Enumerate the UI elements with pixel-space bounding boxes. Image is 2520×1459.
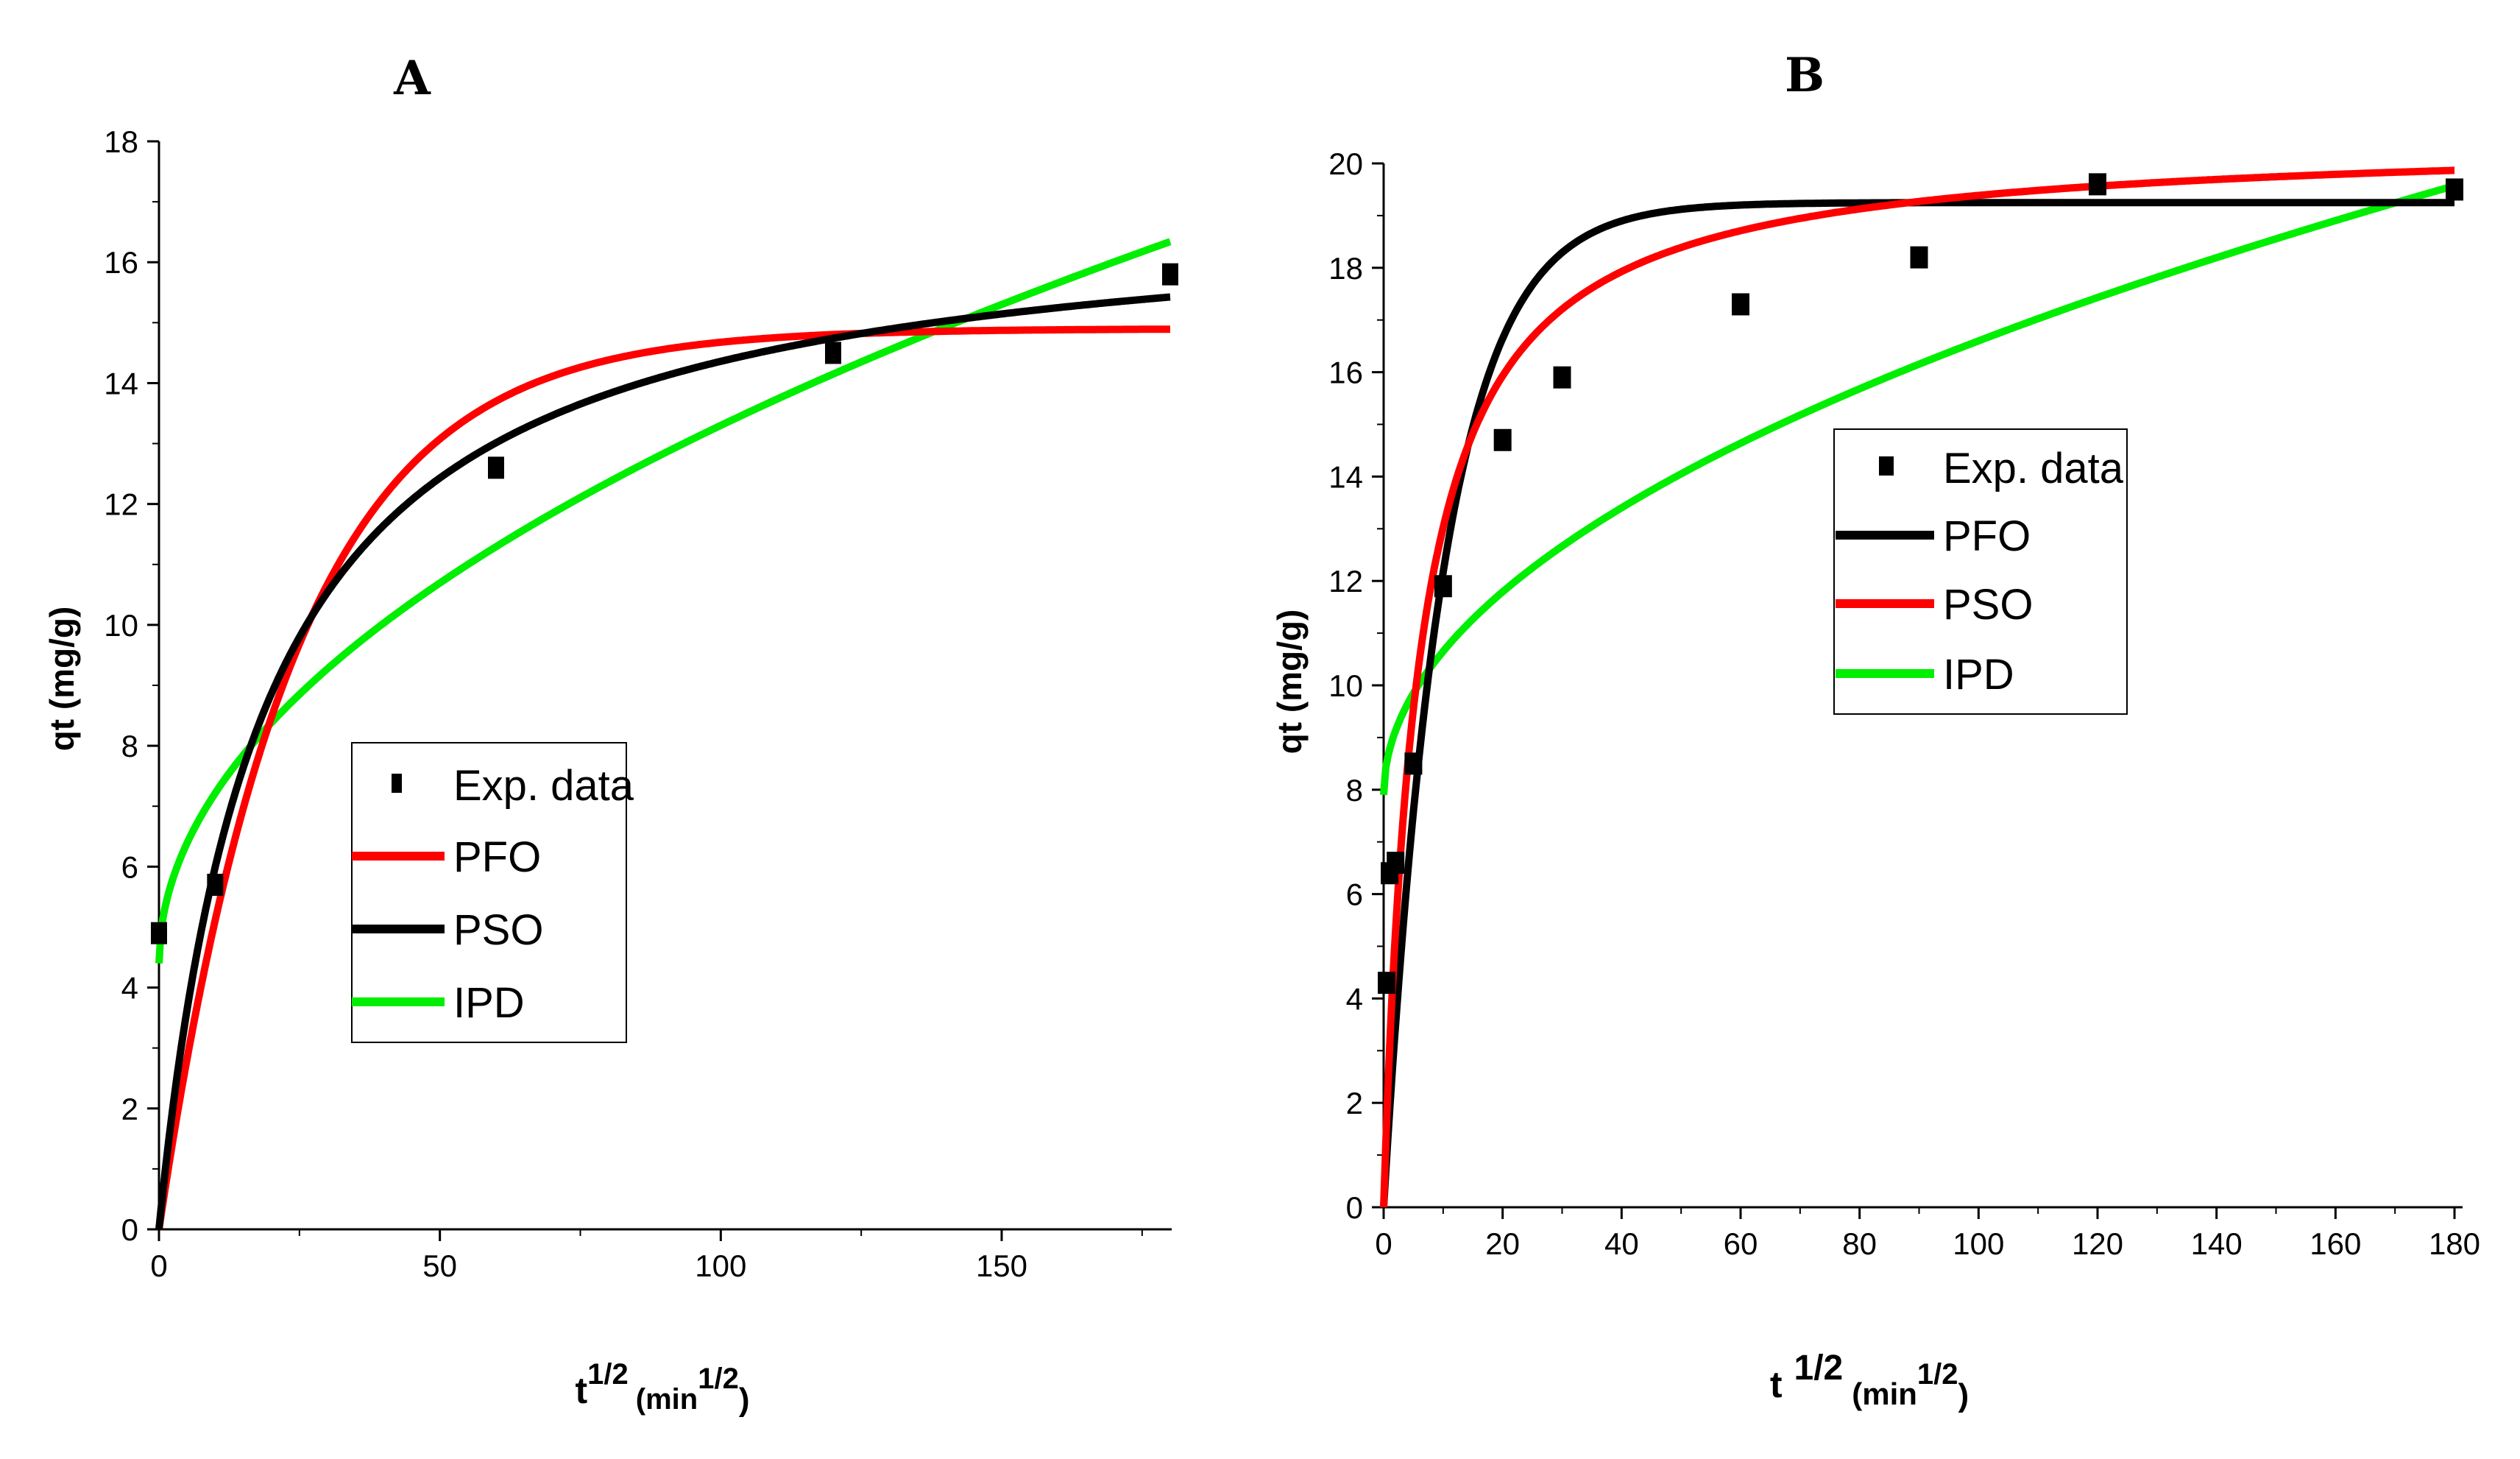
panel-b-y-tick-label: 2 xyxy=(1346,1086,1363,1120)
panel-b-legend-box xyxy=(1833,428,2128,715)
panel-b-exp-point xyxy=(1910,246,1928,269)
panel-a-x-tick-label: 100 xyxy=(695,1248,746,1283)
panel-b-pso-curve xyxy=(1380,166,2457,1208)
panel-b-y-tick-label: 14 xyxy=(1328,459,1363,494)
panel-b-y-axis-label: qt (mg/g) xyxy=(1270,610,1309,755)
panel-b-x-label-unit: (min xyxy=(1852,1377,1917,1411)
panel-b-y-tick-label: 4 xyxy=(1346,981,1363,1016)
panel-a-exp-point xyxy=(825,342,841,364)
panel-a-x-label-unit-exp: 1/2 xyxy=(698,1363,739,1395)
panel-a-exp-point xyxy=(488,456,504,479)
panel-a-y-tick-label: 2 xyxy=(121,1092,138,1126)
panel-b-exp-points xyxy=(1378,173,2463,995)
panel-a-series xyxy=(155,238,1172,1230)
panel-b-x-tick-label: 120 xyxy=(2072,1226,2123,1261)
panel-b-legend: Exp. data PFO PSO IPD xyxy=(1833,428,2128,715)
panel-b-y-tick-label: 6 xyxy=(1346,877,1363,912)
panel-a-x-label-unit-close: ) xyxy=(739,1382,750,1418)
panel-a-legend-pso-label: PSO xyxy=(453,906,544,954)
panel-b-legend-exp-marker xyxy=(1879,456,1894,476)
panel-a-y-tick-label: 18 xyxy=(104,124,138,159)
panel-b-exp-point xyxy=(1434,575,1452,598)
panel-b-exp-point xyxy=(2089,173,2106,196)
panel-b-y-tick-label: 10 xyxy=(1328,668,1363,703)
panel-b-y-tick-label: 16 xyxy=(1328,356,1363,390)
panel-b-x-tick-label: 160 xyxy=(2310,1226,2361,1261)
panel-a-x-tick-label: 0 xyxy=(150,1248,167,1283)
panel-a-y-tick-label: 0 xyxy=(121,1212,138,1247)
panel-b-ipd-curve xyxy=(1380,182,2457,796)
panel-a-y-tick-label: 16 xyxy=(104,245,138,280)
panel-a-y-tick-label: 12 xyxy=(104,487,138,522)
panel-b-exp-point xyxy=(1732,293,1749,316)
panel-a-exp-point xyxy=(151,922,167,944)
panel-b-y-tick-label: 8 xyxy=(1346,773,1363,808)
panel-a-ticks: 0 2 4 6 8 10 12 14 16 18 0 50 100 150 xyxy=(104,124,1143,1283)
panel-a-legend-exp-marker xyxy=(392,774,402,793)
panel-b-ticks: 0 2 4 6 8 10 12 14 16 18 20 0 20 40 60 80 100 120 140 160 18… xyxy=(1328,146,2480,1261)
panel-a-pfo-curve xyxy=(155,325,1172,1230)
panel-b-x-tick-label: 100 xyxy=(1953,1226,2004,1261)
panel-b-x-tick-label: 140 xyxy=(2191,1226,2243,1261)
panel-b-x-label-t: t xyxy=(1770,1364,1783,1405)
panel-b-exp-point xyxy=(1553,366,1571,389)
panel-a-y-tick-label: 10 xyxy=(104,608,138,643)
panel-a-label: A xyxy=(393,51,431,106)
panel-b-y-tick-label: 20 xyxy=(1328,146,1363,181)
panel-b-x-axis-label: t 1/2(min1/2) xyxy=(1770,1349,1969,1413)
panel-a-y-tick-label: 4 xyxy=(121,971,138,1006)
panel-a-x-label-t: t xyxy=(576,1370,588,1411)
panel-b-exp-point xyxy=(1493,428,1512,451)
panel-b-x-tick-label: 0 xyxy=(1375,1226,1392,1261)
panel-a-x-tick-label: 150 xyxy=(976,1248,1027,1283)
panel-a-ipd-curve xyxy=(155,238,1172,964)
panel-b-y-tick-label: 12 xyxy=(1328,564,1363,598)
panel-b-legend-ipd-label: IPD xyxy=(1943,651,2014,699)
panel-a-legend: Exp. data PFO PSO IPD xyxy=(351,742,634,1043)
panel-a-y-tick-label: 14 xyxy=(104,366,138,400)
panel-b-exp-point xyxy=(1404,752,1423,775)
panel-b-exp-point xyxy=(1378,972,1396,995)
panel-b-x-tick-label: 180 xyxy=(2429,1226,2480,1261)
panel-a-exp-points xyxy=(151,263,1178,944)
panel-b-x-label-exp: 1/2 xyxy=(1794,1349,1844,1388)
panel-b-y-tick-label: 0 xyxy=(1346,1190,1363,1225)
panel-b-x-tick-label: 60 xyxy=(1724,1226,1758,1261)
panel-b-x-tick-label: 80 xyxy=(1842,1226,1877,1261)
panel-a-y-tick-label: 8 xyxy=(121,729,138,763)
panel-a-exp-point xyxy=(1162,263,1178,286)
panel-b-exp-point xyxy=(1387,852,1405,875)
panel-a-x-label-exp: 1/2 xyxy=(587,1358,629,1391)
panel-b-legend-pfo-label: PFO xyxy=(1943,512,2031,560)
panel-a-legend-pfo-label: PFO xyxy=(453,833,541,881)
panel-a-legend-exp-label: Exp. data xyxy=(453,762,634,810)
panel-a-x-axis-label: t1/2(min1/2) xyxy=(576,1358,750,1418)
panel-b-x-tick-label: 20 xyxy=(1485,1226,1520,1261)
panel-b-x-label-unit-close: ) xyxy=(1958,1377,1969,1413)
panel-a-x-label-unit: (min xyxy=(636,1383,698,1416)
panel-a-pso-curve xyxy=(155,293,1172,1230)
panel-a-exp-point xyxy=(207,873,224,896)
panel-b-exp-point xyxy=(2446,178,2463,201)
panel-b-label: B xyxy=(1785,48,1824,103)
panel-b: B 0 2 4 6 8 10 12 14 16 18 20 0 20 40 60 80 100 120 140 160… xyxy=(1270,48,2480,1413)
panel-b-x-label-unit-exp: 1/2 xyxy=(1917,1358,1958,1391)
panel-a-x-tick-label: 50 xyxy=(422,1248,457,1283)
panel-b-y-tick-label: 18 xyxy=(1328,251,1363,286)
panel-b-series xyxy=(1380,166,2457,1208)
panel-b-x-tick-label: 40 xyxy=(1604,1226,1639,1261)
panel-a-y-tick-label: 6 xyxy=(121,849,138,884)
panel-b-legend-pso-label: PSO xyxy=(1943,581,2034,629)
panel-a-y-axis-label: qt (mg/g) xyxy=(43,607,81,752)
panel-b-legend-exp-label: Exp. data xyxy=(1943,445,2124,492)
panel-a-legend-ipd-label: IPD xyxy=(453,979,525,1027)
